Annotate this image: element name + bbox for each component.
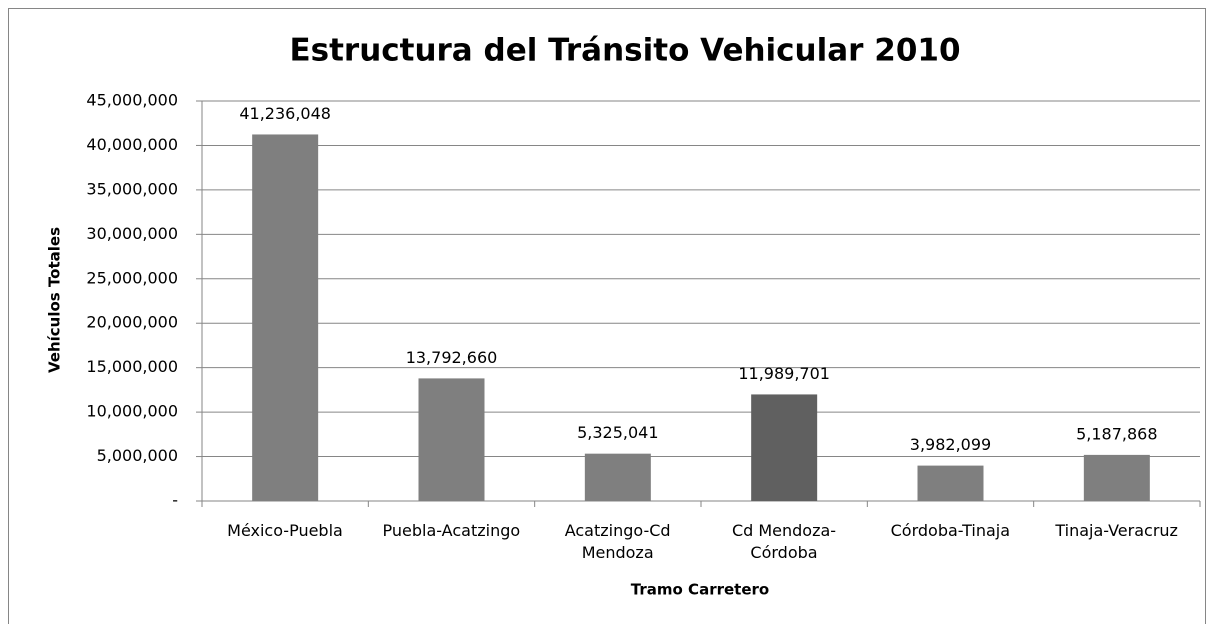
bar	[1083, 454, 1150, 501]
x-tick-label: México-Puebla	[227, 521, 343, 540]
x-tick-label: Acatzingo-Cd Mendoza	[564, 521, 671, 562]
value-label: 41,236,048	[239, 104, 331, 123]
bar	[584, 453, 651, 501]
bar	[751, 394, 818, 501]
x-tick-label: Córdoba-Tinaja	[890, 521, 1011, 540]
y-tick-label: 15,000,000	[86, 357, 178, 376]
value-label: 5,187,868	[1076, 424, 1157, 443]
x-tick-label: Tinaja-Veracruz	[1055, 521, 1178, 540]
x-tick-label: Puebla-Acatzingo	[382, 521, 521, 540]
value-label: 3,982,099	[910, 435, 991, 454]
value-label: 11,989,701	[738, 364, 830, 383]
chart-title: Estructura del Tránsito Vehicular 2010	[289, 33, 960, 69]
y-tick-label: 20,000,000	[86, 313, 178, 332]
value-label: 5,325,041	[577, 423, 658, 442]
y-tick-label: 5,000,000	[97, 446, 178, 465]
y-tick-label: 30,000,000	[86, 224, 178, 243]
y-tick-label: -	[172, 491, 178, 510]
bar	[418, 378, 485, 501]
y-tick-label: 40,000,000	[86, 135, 178, 154]
bar	[252, 134, 319, 502]
y-tick-label: 35,000,000	[86, 179, 178, 198]
y-axis-title: Vehículos Totales	[46, 227, 64, 373]
y-tick-label: 45,000,000	[86, 91, 178, 110]
y-tick-label: 25,000,000	[86, 268, 178, 287]
value-label: 13,792,660	[406, 348, 498, 367]
chart-border	[8, 8, 1206, 624]
x-tick-label: Cd Mendoza- Córdoba	[731, 521, 837, 562]
y-tick-label: 10,000,000	[86, 402, 178, 421]
bar	[917, 465, 984, 501]
x-axis-title: Tramo Carretero	[631, 581, 769, 599]
